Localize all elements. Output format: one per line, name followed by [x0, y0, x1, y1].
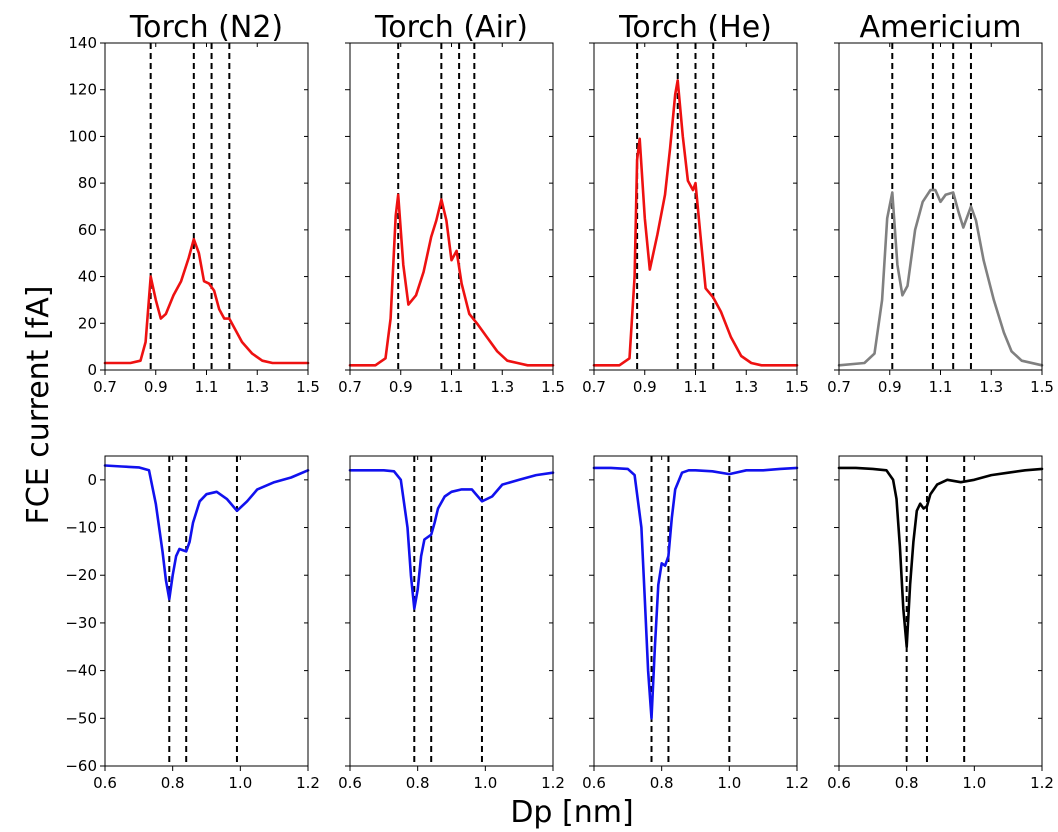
y-tick-label: 0 [87, 471, 97, 489]
y-tick-label: 120 [68, 81, 97, 99]
chart-panel-2: Torch (Air) 0.7 0.9 1.1 1.3 1.5 [338, 10, 565, 396]
axes-frame [104, 42, 309, 371]
chart-panel-5: 0.6 0.8 1.0 1.2 0 −10 −20 −30 −40 −50 −60 [65, 455, 320, 792]
y-tick-label: 100 [68, 127, 97, 145]
x-tick-label: 0.8 [161, 774, 185, 792]
y-tick-label: −20 [65, 566, 97, 584]
axes-frame [104, 455, 309, 767]
x-tick-label: 1.1 [929, 378, 953, 396]
y-tick-label: −40 [65, 662, 97, 680]
y-tick-label: 20 [78, 314, 97, 332]
x-tick-label: 1.5 [296, 378, 320, 396]
axes-frame [593, 455, 798, 767]
x-tick-label: 1.0 [228, 774, 252, 792]
axes-frame [838, 455, 1043, 767]
y-tick-label: −50 [65, 709, 97, 727]
x-tick-label: 1.0 [962, 774, 986, 792]
panel-title: Torch (He) [618, 10, 772, 45]
x-tick-label: 1.1 [684, 378, 708, 396]
axes-frame [349, 455, 554, 767]
x-tick-label: 1.3 [490, 378, 514, 396]
y-tick-label: 140 [68, 34, 97, 52]
chart-panel-7: 0.6 0.8 1.0 1.2 [582, 455, 809, 792]
chart-panel-1: Torch (N2) 0.7 0.9 1.1 1.3 1.5 0 20 40 60 80 100 120… [68, 10, 320, 396]
x-tick-label: 0.9 [633, 378, 657, 396]
x-tick-label: 1.0 [473, 774, 497, 792]
y-tick-label: 0 [87, 361, 97, 379]
x-tick-label: 1.3 [734, 378, 758, 396]
y-tick-label: −30 [65, 614, 97, 632]
panel-title: Torch (Air) [374, 10, 528, 45]
x-tick-label: 1.1 [440, 378, 464, 396]
x-tick-label: 1.0 [717, 774, 741, 792]
x-tick-label: 1.1 [195, 378, 219, 396]
chart-panel-4: Americium 0.7 0.9 1.1 1.3 1.5 [827, 10, 1054, 396]
y-tick-label: 40 [78, 268, 97, 286]
x-tick-label: 0.8 [650, 774, 674, 792]
panel-title: Americium [860, 10, 1022, 45]
x-tick-label: 0.6 [93, 774, 117, 792]
panel-title: Torch (N2) [129, 10, 283, 45]
x-tick-label: 1.2 [296, 774, 320, 792]
x-tick-label: 0.9 [389, 378, 413, 396]
x-tick-label: 0.9 [144, 378, 168, 396]
series-line [103, 464, 310, 601]
x-tick-label: 1.5 [785, 378, 809, 396]
x-tick-label: 1.3 [979, 378, 1003, 396]
chart-panel-8: 0.6 0.8 1.0 1.2 [827, 455, 1054, 792]
chart-panel-6: 0.6 0.8 1.0 1.2 [338, 455, 565, 792]
series-line [837, 466, 1044, 649]
figure-xlabel: Dp [nm] [510, 795, 633, 830]
figure-ylabel: FCE current [fA] [21, 286, 56, 525]
axes-frame [838, 42, 1043, 371]
x-tick-label: 1.2 [785, 774, 809, 792]
x-tick-label: 0.6 [827, 774, 851, 792]
x-tick-label: 0.7 [582, 378, 606, 396]
x-tick-label: 0.7 [93, 378, 117, 396]
x-tick-label: 0.8 [406, 774, 430, 792]
series-line [348, 193, 555, 367]
y-tick-label: 80 [78, 174, 97, 192]
series-line [837, 188, 1044, 367]
panels: Torch (N2) 0.7 0.9 1.1 1.3 1.5 0 20 40 60 80 100 120… [65, 10, 1054, 792]
x-tick-label: 0.9 [878, 378, 902, 396]
x-tick-label: 0.7 [827, 378, 851, 396]
axes-frame [349, 42, 554, 371]
y-tick-label: 60 [78, 221, 97, 239]
chart-panel-3: Torch (He) 0.7 0.9 1.1 1.3 1.5 [582, 10, 809, 396]
series-line [103, 237, 310, 365]
x-tick-label: 0.7 [338, 378, 362, 396]
x-tick-label: 0.8 [895, 774, 919, 792]
y-tick-label: −10 [65, 519, 97, 537]
series-line [592, 79, 799, 367]
x-tick-label: 1.5 [541, 378, 565, 396]
x-tick-label: 1.2 [541, 774, 565, 792]
x-tick-label: 0.6 [582, 774, 606, 792]
y-tick-label: −60 [65, 757, 97, 775]
x-tick-label: 1.3 [245, 378, 269, 396]
x-tick-label: 1.5 [1030, 378, 1054, 396]
x-tick-label: 1.2 [1030, 774, 1054, 792]
series-line [348, 468, 555, 610]
series-line [592, 466, 799, 720]
x-tick-label: 0.6 [338, 774, 362, 792]
